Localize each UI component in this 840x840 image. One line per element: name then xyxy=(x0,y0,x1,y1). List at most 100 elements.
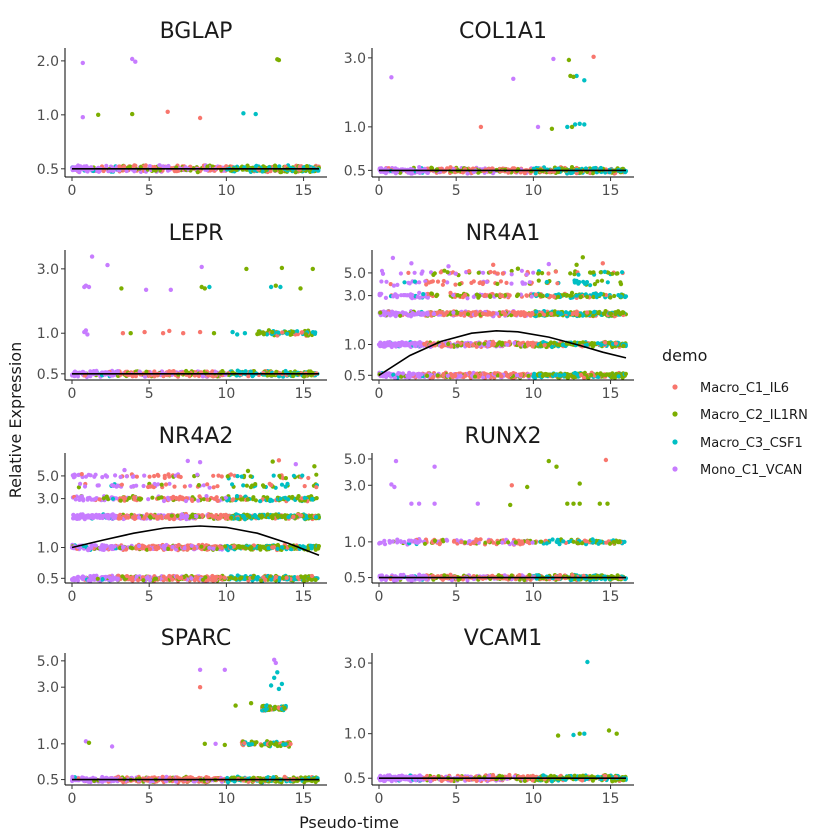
data-point xyxy=(189,576,194,581)
data-point xyxy=(441,373,446,378)
data-point xyxy=(546,261,551,267)
data-point xyxy=(613,341,619,346)
data-point xyxy=(270,545,275,550)
data-point xyxy=(391,283,396,288)
data-point xyxy=(280,330,285,335)
data-point xyxy=(392,375,398,381)
data-point xyxy=(552,340,557,345)
data-point xyxy=(261,332,266,337)
y-tick-label: 3.0 xyxy=(37,262,59,278)
data-point xyxy=(612,375,618,380)
data-point xyxy=(552,309,558,314)
data-point xyxy=(186,546,191,551)
data-point xyxy=(379,279,384,284)
data-point xyxy=(124,547,129,552)
data-point xyxy=(241,111,246,116)
data-point xyxy=(522,344,528,349)
data-point xyxy=(466,342,471,347)
data-point xyxy=(92,577,97,582)
data-point xyxy=(211,331,217,336)
data-point xyxy=(471,342,476,348)
data-point xyxy=(585,342,590,347)
data-point xyxy=(248,369,253,374)
data-point xyxy=(313,577,318,583)
data-point xyxy=(609,311,614,316)
data-point xyxy=(144,369,149,374)
data-point xyxy=(199,544,204,549)
data-point xyxy=(596,311,601,316)
data-point xyxy=(495,373,500,378)
data-point xyxy=(414,312,420,317)
data-point xyxy=(105,262,110,268)
data-point xyxy=(542,343,547,348)
data-point xyxy=(500,271,506,276)
data-point xyxy=(569,165,575,170)
data-point xyxy=(130,56,135,62)
data-point xyxy=(142,329,147,335)
data-point xyxy=(441,278,446,284)
data-point xyxy=(275,546,280,552)
data-point xyxy=(152,576,157,581)
data-point xyxy=(207,545,212,550)
data-point xyxy=(469,280,474,285)
panel-title: BGLAP xyxy=(160,19,233,44)
data-point xyxy=(601,311,606,316)
data-point xyxy=(477,280,482,286)
data-point xyxy=(529,294,534,299)
data-point xyxy=(192,578,197,583)
data-point xyxy=(520,281,526,286)
data-point xyxy=(269,577,274,582)
data-point xyxy=(583,166,589,171)
data-point xyxy=(292,577,297,582)
data-point xyxy=(272,163,278,168)
data-point xyxy=(455,293,461,298)
data-point xyxy=(153,545,158,550)
data-point xyxy=(585,294,590,299)
data-point xyxy=(302,575,307,580)
data-point xyxy=(500,310,505,315)
data-point xyxy=(222,544,228,549)
data-point xyxy=(425,170,430,175)
data-point xyxy=(467,370,472,375)
data-point xyxy=(508,372,513,377)
data-point xyxy=(591,54,596,59)
data-point xyxy=(429,165,434,170)
x-tick-label: 5 xyxy=(452,386,461,402)
data-point xyxy=(70,577,75,582)
data-point xyxy=(168,574,173,579)
data-point xyxy=(549,344,555,349)
data-point xyxy=(80,115,86,120)
data-point xyxy=(545,293,550,298)
data-point xyxy=(397,342,402,347)
data-point xyxy=(465,296,470,301)
data-point xyxy=(492,371,497,376)
data-point xyxy=(602,269,607,274)
data-point xyxy=(518,373,524,378)
data-point xyxy=(83,328,89,333)
data-point xyxy=(577,340,583,346)
data-point xyxy=(498,279,503,284)
data-point xyxy=(76,574,81,579)
data-point xyxy=(610,271,615,276)
data-point xyxy=(418,372,423,377)
data-point xyxy=(519,310,524,315)
data-point xyxy=(453,271,458,276)
data-point xyxy=(553,373,558,378)
x-tick-label: 15 xyxy=(295,183,313,199)
data-point xyxy=(507,293,512,298)
data-point xyxy=(95,576,100,581)
data-point xyxy=(603,373,608,378)
data-point xyxy=(487,293,493,298)
data-point xyxy=(306,369,311,374)
data-point xyxy=(534,309,539,314)
data-point xyxy=(274,369,279,374)
data-point xyxy=(309,573,315,579)
data-point xyxy=(156,545,161,550)
data-point xyxy=(474,344,479,349)
data-point xyxy=(165,109,170,115)
data-point xyxy=(547,342,552,347)
data-point xyxy=(384,279,389,284)
data-point xyxy=(420,311,425,316)
data-point xyxy=(230,329,235,335)
